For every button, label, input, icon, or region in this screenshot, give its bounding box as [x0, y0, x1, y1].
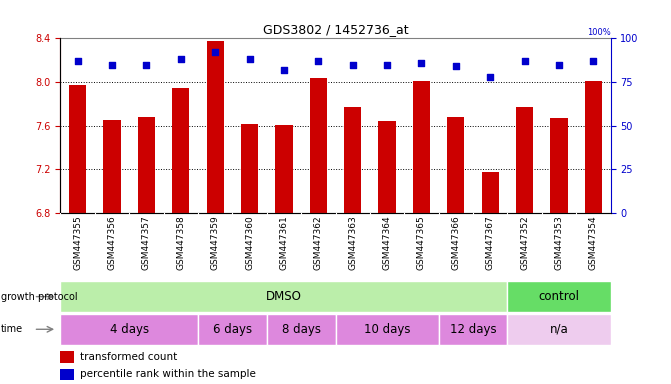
Bar	[516, 107, 533, 213]
Text: percentile rank within the sample: percentile rank within the sample	[80, 369, 256, 379]
Point	[416, 60, 427, 66]
Point	[72, 58, 83, 64]
Point	[348, 61, 358, 68]
Text: n/a: n/a	[550, 323, 568, 336]
Text: GSM447358: GSM447358	[176, 215, 185, 270]
Point	[107, 61, 117, 68]
Text: control: control	[539, 290, 580, 303]
Text: 12 days: 12 days	[450, 323, 497, 336]
Text: GSM447352: GSM447352	[520, 215, 529, 270]
Text: GSM447355: GSM447355	[73, 215, 82, 270]
Bar	[550, 118, 568, 213]
Text: GSM447353: GSM447353	[554, 215, 564, 270]
Bar	[507, 281, 611, 312]
Bar	[275, 125, 293, 213]
Point	[554, 61, 564, 68]
Bar	[60, 314, 198, 345]
Text: GSM447367: GSM447367	[486, 215, 495, 270]
Text: GSM447365: GSM447365	[417, 215, 426, 270]
Bar	[344, 107, 361, 213]
Bar	[378, 121, 396, 213]
Bar	[336, 314, 439, 345]
Text: GSM447364: GSM447364	[382, 215, 392, 270]
Point	[450, 63, 461, 70]
Bar	[241, 124, 258, 213]
Point	[588, 58, 599, 64]
Point	[313, 58, 323, 64]
Text: DMSO: DMSO	[266, 290, 302, 303]
Point	[175, 56, 186, 63]
Text: transformed count: transformed count	[80, 352, 177, 362]
Bar	[172, 88, 189, 213]
Text: GSM447357: GSM447357	[142, 215, 151, 270]
Text: GSM447354: GSM447354	[589, 215, 598, 270]
Text: 8 days: 8 days	[282, 323, 321, 336]
Bar	[448, 117, 464, 213]
Text: GSM447360: GSM447360	[245, 215, 254, 270]
Text: GSM447362: GSM447362	[314, 215, 323, 270]
Point	[519, 58, 530, 64]
Bar	[439, 314, 507, 345]
Title: GDS3802 / 1452736_at: GDS3802 / 1452736_at	[262, 23, 409, 36]
Bar	[69, 85, 86, 213]
Bar	[585, 81, 602, 213]
Point	[382, 61, 393, 68]
Text: 100%: 100%	[587, 28, 611, 36]
Point	[210, 49, 221, 55]
Bar	[310, 78, 327, 213]
Text: GSM447361: GSM447361	[279, 215, 289, 270]
Text: GSM447363: GSM447363	[348, 215, 357, 270]
Point	[278, 67, 289, 73]
Bar	[207, 41, 223, 213]
Bar	[138, 117, 155, 213]
Bar	[198, 314, 266, 345]
Bar	[60, 369, 74, 380]
Point	[485, 74, 496, 80]
Text: GSM447359: GSM447359	[211, 215, 219, 270]
Bar	[60, 351, 74, 363]
Bar	[482, 172, 499, 213]
Bar	[413, 81, 430, 213]
Text: GSM447366: GSM447366	[452, 215, 460, 270]
Bar	[60, 281, 507, 312]
Point	[244, 56, 255, 63]
Text: 4 days: 4 days	[109, 323, 149, 336]
Bar	[266, 314, 336, 345]
Point	[141, 61, 152, 68]
Text: time: time	[1, 324, 23, 334]
Text: 6 days: 6 days	[213, 323, 252, 336]
Text: growth protocol: growth protocol	[1, 291, 77, 302]
Bar	[103, 120, 121, 213]
Text: GSM447356: GSM447356	[107, 215, 117, 270]
Bar	[507, 314, 611, 345]
Text: 10 days: 10 days	[364, 323, 411, 336]
